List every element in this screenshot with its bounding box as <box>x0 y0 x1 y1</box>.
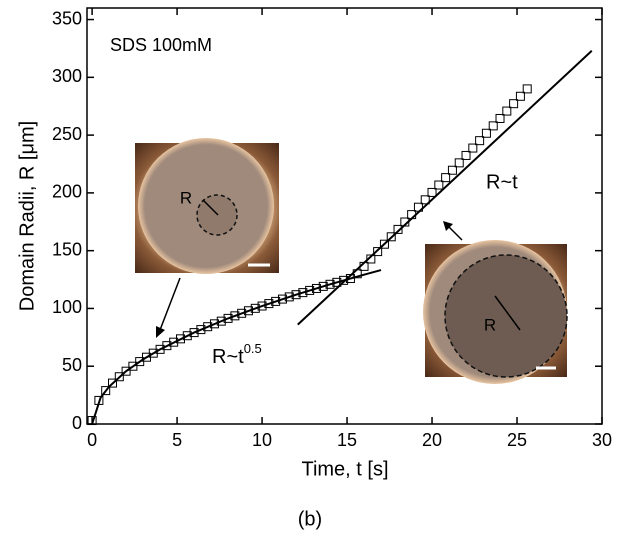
data-point <box>522 84 532 94</box>
data-point <box>216 316 226 326</box>
data-point <box>162 341 172 351</box>
x-tick-label: 20 <box>422 430 442 450</box>
data-point <box>515 91 525 101</box>
x-tick-label: 5 <box>172 430 182 450</box>
data-point <box>379 239 389 249</box>
data-point <box>468 143 478 153</box>
data-point <box>447 165 457 175</box>
data-point <box>475 136 485 146</box>
data-point <box>481 128 491 138</box>
data-point <box>209 319 219 329</box>
data-point <box>121 366 131 376</box>
data-point <box>223 313 233 323</box>
data-point <box>311 283 321 293</box>
data-point <box>318 281 328 291</box>
y-tick-label: 100 <box>52 297 82 317</box>
y-tick-label: 50 <box>62 355 82 375</box>
fit-line <box>297 50 593 326</box>
data-point <box>175 334 185 344</box>
data-point <box>454 158 464 168</box>
inset-image: R <box>423 240 568 384</box>
data-point <box>203 322 213 332</box>
data-point <box>189 328 199 338</box>
data-point <box>393 224 403 234</box>
x-tick-label: 25 <box>507 430 527 450</box>
data-point <box>488 121 498 131</box>
y-tick-label: 300 <box>52 66 82 86</box>
y-tick-label: 150 <box>52 239 82 259</box>
data-point <box>271 296 281 306</box>
data-point <box>257 301 267 311</box>
y-tick-label: 0 <box>72 413 82 433</box>
data-point <box>230 311 240 321</box>
arrow <box>156 221 463 338</box>
fit-line <box>91 269 382 425</box>
data-point <box>373 247 383 257</box>
data-point <box>495 113 505 123</box>
data-point <box>128 361 138 371</box>
plot-frame <box>86 7 603 425</box>
data-point <box>87 416 97 426</box>
x-tick-label: 10 <box>252 430 272 450</box>
data-point <box>237 308 247 318</box>
data-point <box>434 180 444 190</box>
data-point <box>420 195 430 205</box>
x-axis-label: Time, t [s] <box>301 458 388 480</box>
data-point <box>182 331 192 341</box>
y-tick-label: 250 <box>52 124 82 144</box>
data-point <box>461 150 471 160</box>
data-point <box>325 279 335 289</box>
data-point <box>386 232 396 242</box>
data-point <box>250 303 260 313</box>
x-tick-label: 15 <box>337 430 357 450</box>
panel-label: SDS 100mM <box>110 35 212 55</box>
data-point <box>196 325 206 335</box>
annotation-text: R~t <box>212 346 244 368</box>
data-point <box>509 99 519 109</box>
data-point <box>332 277 342 287</box>
inset-label: R <box>484 315 496 334</box>
caption: (b) <box>298 508 322 530</box>
y-axis-label: Domain Radii, R [μm] <box>16 121 38 311</box>
data-point <box>243 306 253 316</box>
data-point <box>305 285 315 295</box>
x-tick-label: 30 <box>592 430 612 450</box>
annotation: R~t0.5 <box>212 341 262 368</box>
data-point <box>101 386 111 396</box>
annotation: R~t <box>486 171 518 193</box>
data-point <box>169 337 179 347</box>
annotation-sup: 0.5 <box>244 341 262 356</box>
data-point <box>107 378 117 388</box>
data-point <box>284 292 294 302</box>
inset-label: R <box>180 188 192 207</box>
data-point <box>277 294 287 304</box>
data-point <box>291 290 301 300</box>
data-point <box>264 299 274 309</box>
data-point <box>114 372 124 382</box>
data-point <box>298 288 308 298</box>
y-tick-label: 350 <box>52 8 82 28</box>
data-point <box>427 187 437 197</box>
inset-image: R <box>135 138 279 274</box>
data-point <box>441 173 451 183</box>
x-tick-label: 0 <box>87 430 97 450</box>
y-tick-label: 200 <box>52 182 82 202</box>
data-point <box>502 106 512 116</box>
